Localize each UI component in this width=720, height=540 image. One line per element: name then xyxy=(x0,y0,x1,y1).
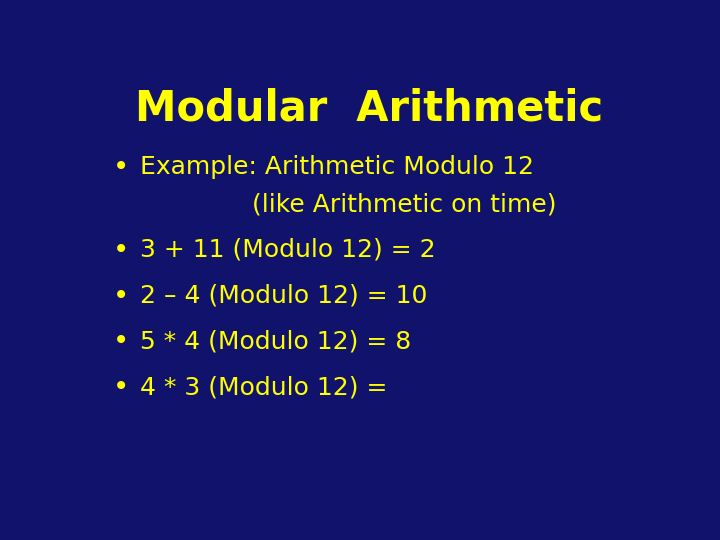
Text: (like Arithmetic on time): (like Arithmetic on time) xyxy=(140,192,557,216)
Text: 3 + 11 (Modulo 12) = 2: 3 + 11 (Modulo 12) = 2 xyxy=(140,238,436,262)
Text: 5 * 4 (Modulo 12) = 8: 5 * 4 (Modulo 12) = 8 xyxy=(140,329,411,353)
Text: •: • xyxy=(112,153,129,181)
Text: Example: Arithmetic Modulo 12: Example: Arithmetic Modulo 12 xyxy=(140,154,534,179)
Text: 4 * 3 (Modulo 12) =: 4 * 3 (Modulo 12) = xyxy=(140,375,387,399)
Text: •: • xyxy=(112,236,129,264)
Text: 2 – 4 (Modulo 12) = 10: 2 – 4 (Modulo 12) = 10 xyxy=(140,284,428,308)
Text: •: • xyxy=(112,327,129,355)
Text: •: • xyxy=(112,281,129,309)
Text: •: • xyxy=(112,373,129,401)
Text: Modular  Arithmetic: Modular Arithmetic xyxy=(135,87,603,130)
